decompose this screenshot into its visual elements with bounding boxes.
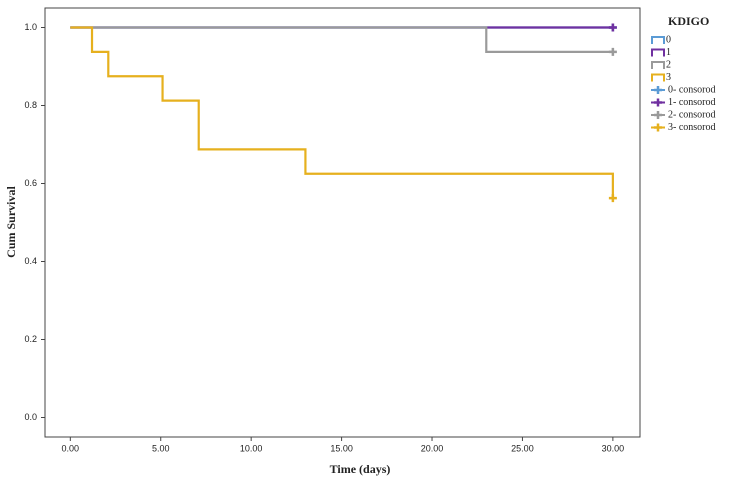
legend-swatch (651, 48, 665, 57)
legend-label: 0- consorod (668, 84, 716, 95)
x-tick-label: 5.00 (152, 443, 170, 453)
legend-swatch (654, 98, 662, 107)
x-tick-label: 10.00 (240, 443, 263, 453)
legend-title: KDIGO (668, 14, 709, 28)
legend-label: 3- consorod (668, 122, 716, 133)
survival-line (70, 26, 613, 53)
survival-line (70, 26, 614, 199)
y-tick-label: 1.0 (24, 22, 37, 32)
legend-label: 1- consorod (668, 97, 716, 108)
x-tick-label: 15.00 (330, 443, 353, 453)
legend-swatch (654, 111, 662, 119)
y-axis-label: Cum Survival (4, 186, 18, 258)
x-axis-label: Time (days) (330, 462, 391, 476)
censor-mark (608, 194, 617, 203)
y-tick-label: 0.0 (24, 412, 37, 422)
y-tick-label: 0.8 (24, 100, 37, 110)
plot-frame (44, 7, 641, 438)
y-tick-label: 0.2 (24, 334, 37, 344)
legend-label: 2- consorod (668, 109, 716, 120)
censor-mark (608, 23, 617, 32)
x-tick-label: 30.00 (602, 443, 625, 453)
x-tick-label: 25.00 (511, 443, 534, 453)
censor-mark (608, 47, 617, 56)
legend-label: 1 (666, 47, 671, 58)
y-tick-label: 0.4 (24, 256, 37, 266)
y-tick-label: 0.6 (24, 178, 37, 188)
legend-swatch (651, 61, 665, 69)
legend-label: 2 (666, 59, 671, 70)
x-tick-label: 0.00 (62, 443, 80, 453)
legend-swatch (651, 36, 665, 44)
legend-label: 3 (666, 72, 671, 83)
legend-swatch (651, 73, 665, 82)
legend-label: 0 (666, 34, 671, 45)
legend-swatch (654, 86, 662, 94)
x-tick-label: 20.00 (421, 443, 444, 453)
legend-swatch (654, 123, 662, 132)
